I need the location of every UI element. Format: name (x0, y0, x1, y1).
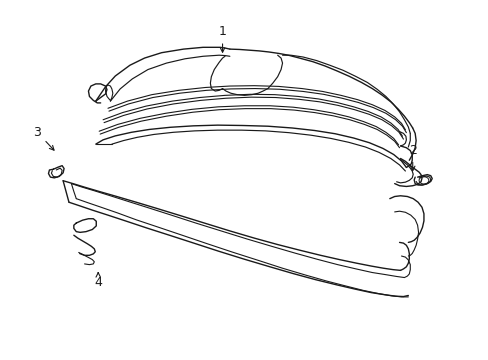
Text: 2: 2 (408, 144, 416, 171)
Text: 3: 3 (33, 126, 54, 150)
Text: 4: 4 (94, 273, 102, 289)
Text: 1: 1 (218, 25, 226, 52)
